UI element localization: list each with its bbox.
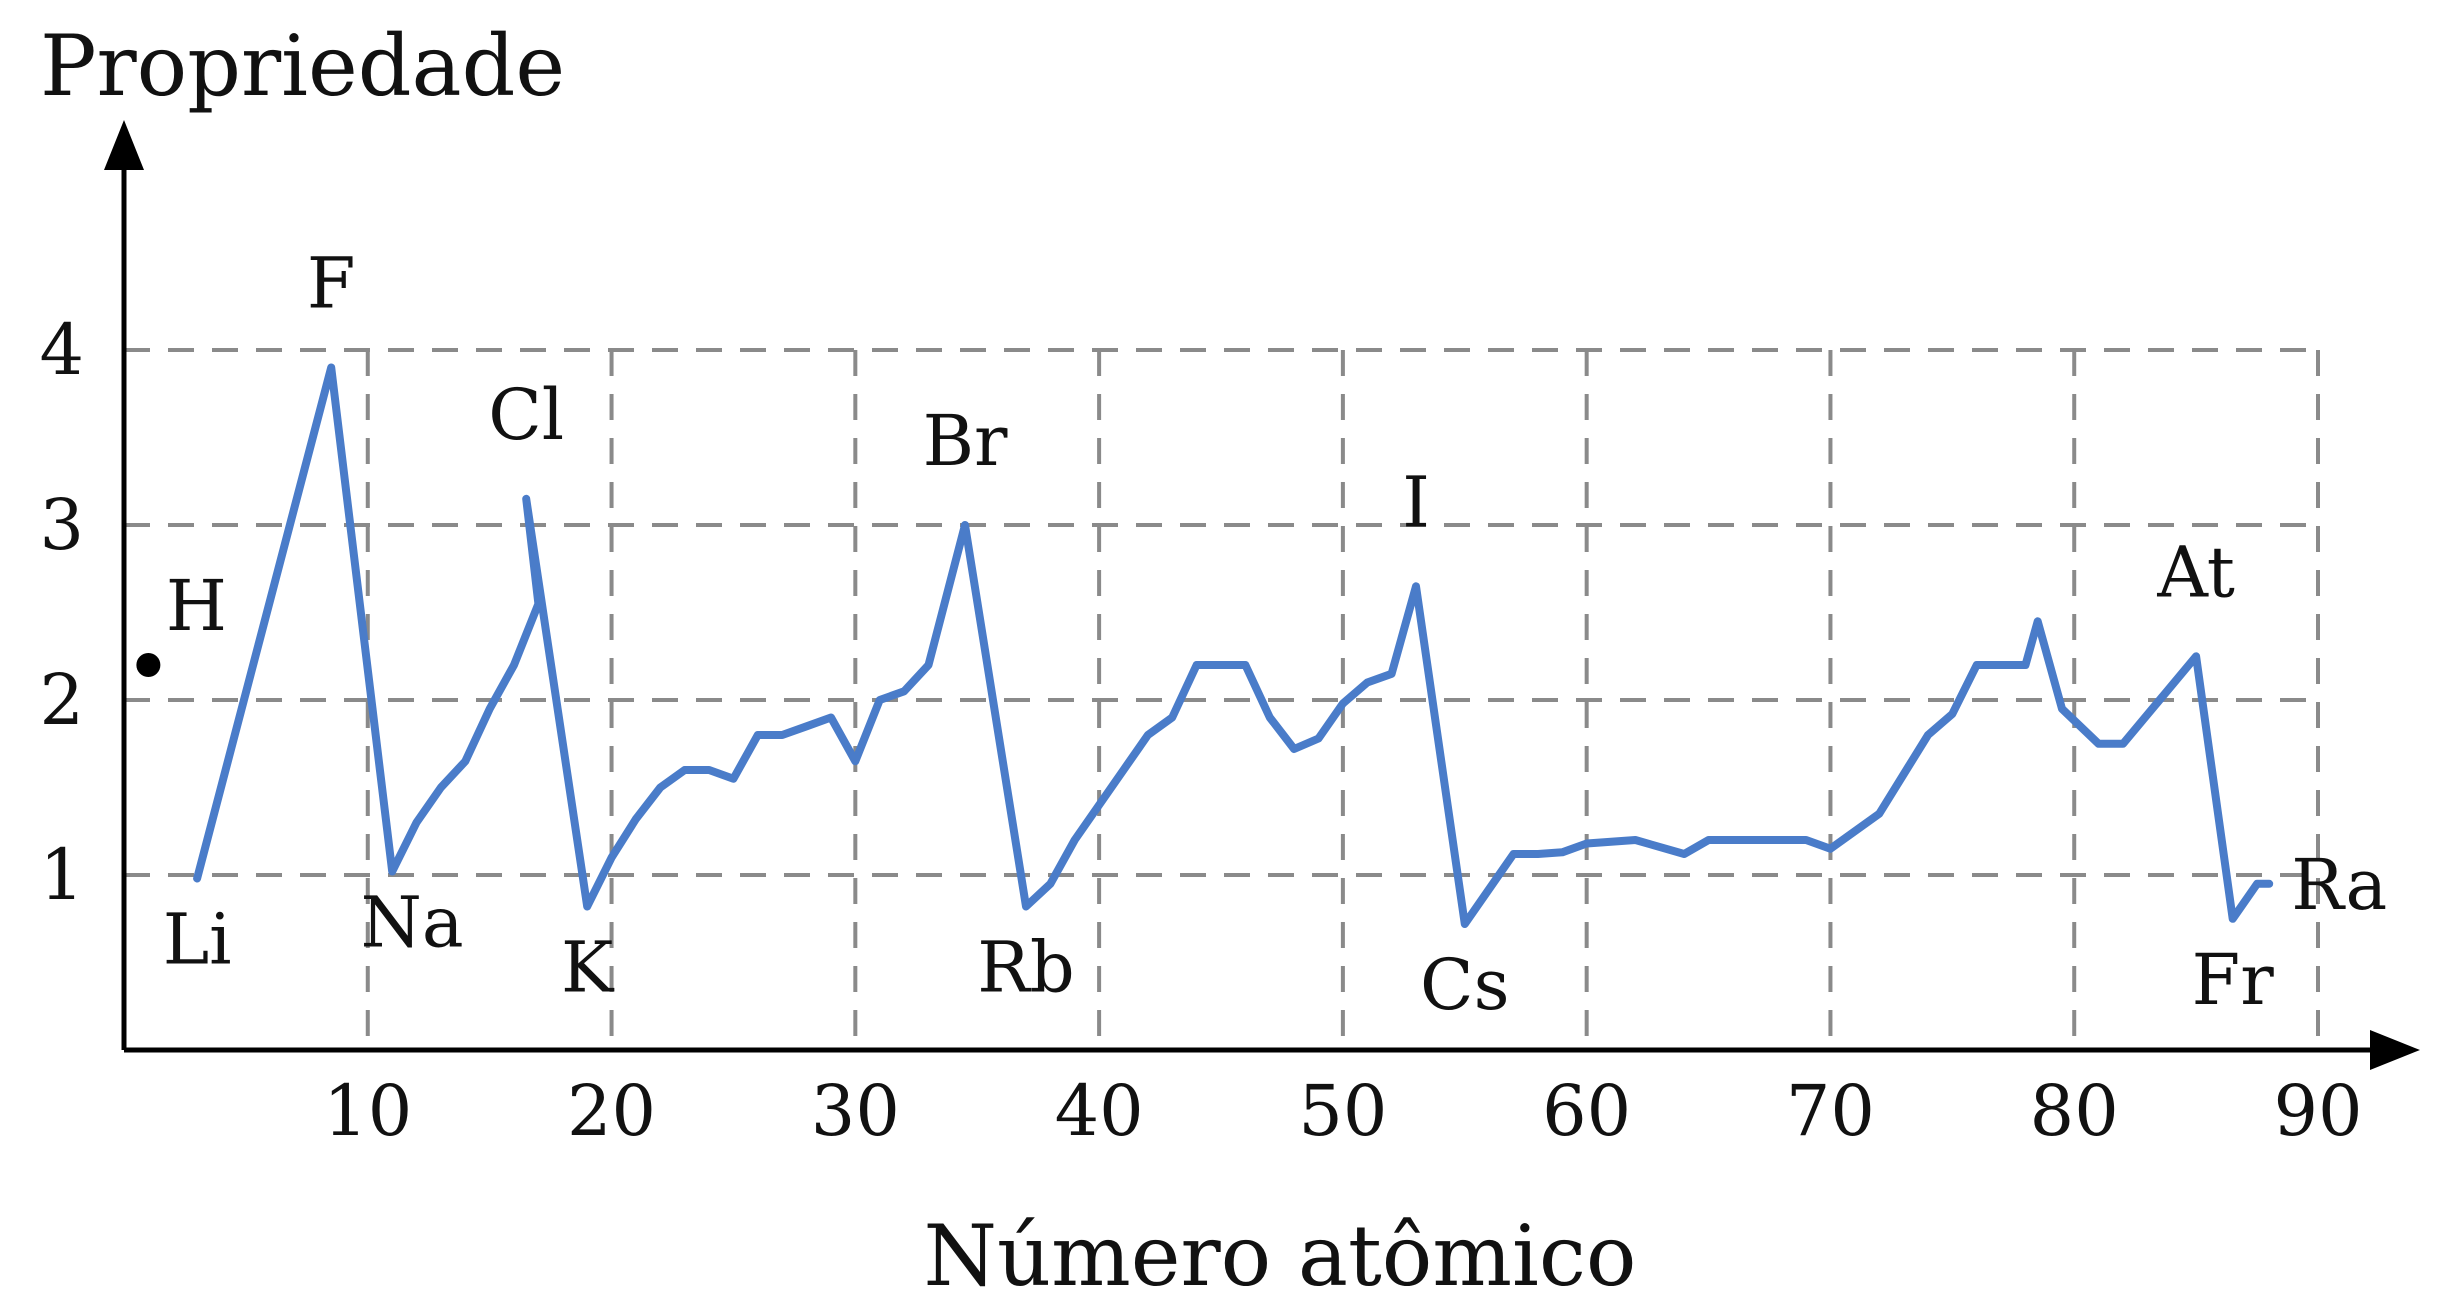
x-tick-label: 80 <box>2030 1070 2119 1152</box>
y-tick-label: 3 <box>39 484 84 566</box>
element-label-at: At <box>2156 531 2234 613</box>
x-tick-label: 20 <box>567 1070 656 1152</box>
element-label-h: H <box>166 565 227 647</box>
x-tick-label: 50 <box>1298 1070 1387 1152</box>
element-label-k: K <box>561 927 615 1009</box>
element-label-rb: Rb <box>977 927 1075 1009</box>
y-axis-title: Propriedade <box>40 17 565 115</box>
element-label-cs: Cs <box>1420 944 1509 1026</box>
tick-labels: 10 20 30 40 50 60 70 80 90 1 2 3 4 <box>39 309 2362 1152</box>
y-tick-label: 4 <box>39 309 84 391</box>
element-label-i: I <box>1402 461 1430 543</box>
element-label-li: Li <box>163 899 232 981</box>
x-axis-title: Número atômico <box>924 1207 1637 1302</box>
series-line <box>193 363 2274 928</box>
element-label-fr: Fr <box>2192 939 2275 1021</box>
data-point-h <box>136 653 161 677</box>
element-label-cl: Cl <box>488 374 564 456</box>
series <box>136 363 2274 928</box>
x-tick-label: 70 <box>1786 1070 1875 1152</box>
y-axis-arrow <box>104 120 144 170</box>
x-tick-label: 10 <box>323 1070 412 1152</box>
x-axis-arrow <box>2370 1030 2420 1070</box>
grid <box>124 348 2320 1050</box>
y-tick-label: 1 <box>39 834 84 916</box>
element-label-f: F <box>307 243 356 325</box>
y-tick-label: 2 <box>39 659 84 741</box>
x-tick-label: 60 <box>1542 1070 1631 1152</box>
element-label-na: Na <box>361 882 464 964</box>
x-tick-label: 90 <box>2273 1070 2362 1152</box>
element-label-br: Br <box>923 400 1008 482</box>
x-tick-label: 30 <box>811 1070 900 1152</box>
x-tick-label: 40 <box>1055 1070 1144 1152</box>
axes <box>104 120 2420 1070</box>
element-label-ra: Ra <box>2291 844 2387 926</box>
